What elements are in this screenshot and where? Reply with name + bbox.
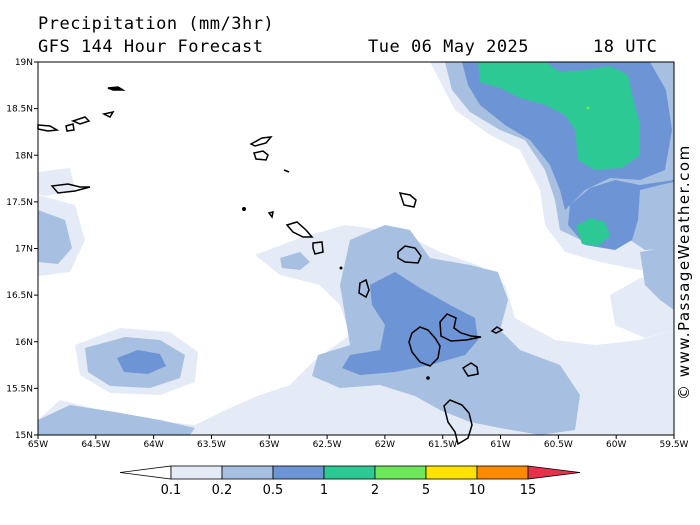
lat-tick-label: 17N bbox=[15, 245, 33, 255]
lat-tick-label: 16N bbox=[15, 338, 33, 348]
lon-tick-label: 62W bbox=[375, 440, 395, 450]
lon-tick-label: 62.5W bbox=[313, 440, 342, 450]
credit-text: © www.PassageWeather.com bbox=[675, 144, 693, 400]
lat-tick-label: 18N bbox=[15, 151, 33, 161]
lat-tick-label: 18.5N bbox=[6, 105, 33, 115]
legend-swatch bbox=[374, 465, 427, 480]
lon-tick-label: 63.5W bbox=[197, 440, 226, 450]
lon-tick-label: 60.5W bbox=[544, 440, 573, 450]
lon-tick-label: 61W bbox=[490, 440, 510, 450]
legend-label: 5 bbox=[422, 483, 430, 498]
legend-label: 10 bbox=[469, 483, 486, 498]
legend-label: 0.5 bbox=[263, 483, 284, 498]
lon-tick-label: 64.5W bbox=[81, 440, 110, 450]
legend-swatch bbox=[221, 465, 274, 480]
legend-swatch bbox=[476, 465, 529, 480]
legend-swatch bbox=[272, 465, 325, 480]
forecast-time: 18 UTC bbox=[593, 37, 658, 57]
lat-tick-label: 16.5N bbox=[6, 291, 33, 301]
legend-swatch bbox=[170, 465, 223, 480]
lon-tick-label: 65W bbox=[28, 440, 48, 450]
latitude-axis: 19N 18.5N 18N 17.5N 17N 16.5N 16N 15.5N 15N bbox=[6, 58, 38, 441]
legend-max-arrow bbox=[527, 465, 581, 480]
lon-tick-label: 59.5W bbox=[660, 440, 689, 450]
lat-tick-label: 15N bbox=[15, 431, 33, 441]
model-forecast-label: GFS 144 Hour Forecast bbox=[38, 37, 264, 57]
precip-field bbox=[38, 62, 674, 435]
legend-min-arrow bbox=[119, 465, 172, 480]
lat-tick-label: 15.5N bbox=[6, 384, 33, 394]
legend-label: 0.1 bbox=[161, 483, 182, 498]
forecast-date: Tue 06 May 2025 bbox=[368, 37, 530, 57]
lon-tick-label: 60W bbox=[606, 440, 626, 450]
longitude-axis: 65W 64.5W 64W 63.5W 63W 62.5W 62W 61.5W 61W 60.5W… bbox=[28, 435, 689, 450]
lat-tick-label: 19N bbox=[15, 58, 33, 68]
legend-label: 0.2 bbox=[212, 483, 233, 498]
legend-label: 15 bbox=[520, 483, 537, 498]
lon-tick-label: 61.5W bbox=[428, 440, 457, 450]
legend-swatch bbox=[425, 465, 478, 480]
legend-swatch bbox=[323, 465, 376, 480]
legend-label: 1 bbox=[320, 483, 328, 498]
lat-tick-label: 17.5N bbox=[6, 198, 33, 208]
legend-label: 2 bbox=[371, 483, 379, 498]
precipitation-legend: 0.1 0.2 0.5 1 2 5 10 15 bbox=[119, 465, 581, 498]
lon-tick-label: 63W bbox=[259, 440, 279, 450]
lon-tick-label: 64W bbox=[143, 440, 163, 450]
chart-title: Precipitation (mm/3hr) bbox=[38, 14, 275, 34]
